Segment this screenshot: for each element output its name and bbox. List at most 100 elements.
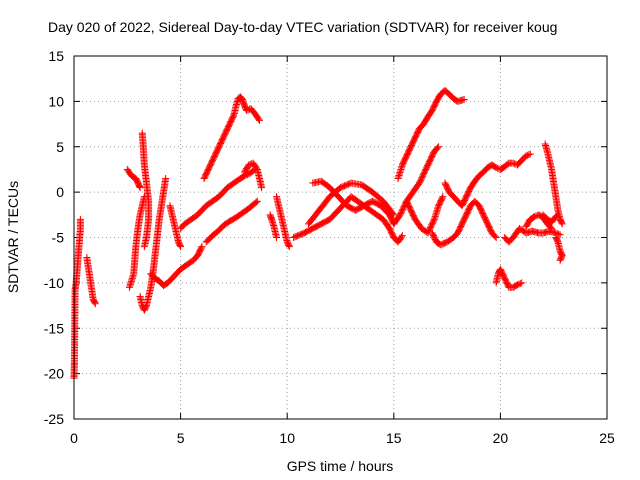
y-tick-label: -5 <box>52 230 65 246</box>
data-series-s13 <box>273 193 293 251</box>
data-point <box>557 255 565 263</box>
data-point <box>198 243 206 251</box>
data-series-s15 <box>290 193 406 246</box>
data-point <box>556 231 564 239</box>
data-series-s3 <box>123 165 144 192</box>
data-point <box>177 243 185 251</box>
y-tick-label: 0 <box>56 184 64 200</box>
data-series-s10 <box>202 197 261 246</box>
data-point <box>91 299 99 307</box>
data-series-s20 <box>403 193 447 237</box>
data-point <box>438 194 446 202</box>
data-point <box>176 241 184 249</box>
data-point <box>136 184 144 192</box>
data-point <box>253 197 261 205</box>
data-point <box>553 230 561 238</box>
x-tick-label: 20 <box>493 430 509 446</box>
y-tick-label: 5 <box>56 139 64 155</box>
data-series-s22 <box>441 150 534 210</box>
x-tick-label: 10 <box>279 430 295 446</box>
data-point <box>515 280 523 288</box>
data-series-s17 <box>309 177 398 228</box>
data-point <box>197 244 205 252</box>
data-points <box>70 86 566 382</box>
data-series-s9 <box>177 165 259 232</box>
x-axis-label: GPS time / hours <box>287 458 394 474</box>
data-point <box>245 161 253 169</box>
data-series-s14 <box>266 211 281 241</box>
data-point <box>555 230 563 238</box>
data-point <box>397 233 405 241</box>
data-point <box>258 184 266 192</box>
data-point <box>513 281 521 289</box>
data-series-s7 <box>147 243 206 290</box>
data-series-s6 <box>138 129 153 251</box>
data-point <box>558 219 566 227</box>
data-point <box>525 151 533 159</box>
x-tick-label: 5 <box>177 430 185 446</box>
data-point <box>522 152 530 160</box>
data-point <box>558 220 566 228</box>
data-point <box>273 234 281 241</box>
data-point <box>492 234 500 241</box>
data-point <box>516 279 524 287</box>
data-point <box>439 193 447 201</box>
data-series-s1 <box>70 215 84 382</box>
data-point <box>91 300 99 308</box>
data-point <box>526 150 534 158</box>
y-tick-label: 10 <box>48 93 64 109</box>
data-point <box>554 211 562 219</box>
data-point <box>491 232 499 240</box>
data-point <box>162 175 170 183</box>
data-point <box>435 143 443 151</box>
data-series-s21 <box>428 197 500 249</box>
data-series-s28 <box>539 211 562 226</box>
data-series-s23 <box>492 265 526 291</box>
data-series-s27 <box>552 234 566 264</box>
data-point <box>140 243 148 251</box>
data-point <box>556 256 564 264</box>
data-point <box>76 215 84 223</box>
data-series-s19 <box>394 86 468 183</box>
data-point <box>553 212 561 220</box>
data-series-s24 <box>501 224 564 246</box>
data-series-s2 <box>83 253 99 308</box>
data-point <box>460 96 468 104</box>
data-point <box>518 279 526 287</box>
data-point <box>255 115 263 123</box>
plot-frame <box>73 55 608 420</box>
y-tick-label: -15 <box>44 320 64 336</box>
data-point <box>523 151 531 159</box>
data-point <box>398 232 406 240</box>
axis-ticks: 0 5 10 15 20 25 -25 -20 -15 -10 -5 0 5 10 15 <box>44 48 615 446</box>
data-point <box>255 116 263 124</box>
x-tick-label: 0 <box>70 430 78 446</box>
y-tick-label: -10 <box>44 275 64 291</box>
data-series-s11 <box>200 93 263 183</box>
data-series-s12 <box>241 159 266 192</box>
data-point <box>430 217 438 225</box>
data-series-s18 <box>390 143 443 228</box>
chart-title: Day 020 of 2022, Sidereal Day-to-day VTE… <box>48 19 557 35</box>
x-tick-label: 25 <box>599 430 615 446</box>
data-point <box>285 241 293 249</box>
y-tick-label: -20 <box>44 366 64 382</box>
y-tick-label: 15 <box>48 48 64 64</box>
data-series-s5 <box>136 175 170 314</box>
data-point <box>531 213 539 221</box>
data-point <box>509 159 517 167</box>
data-point <box>252 198 260 206</box>
x-tick-label: 15 <box>386 430 402 446</box>
data-point <box>434 144 442 152</box>
data-point <box>548 224 556 232</box>
data-series-s8 <box>166 202 185 251</box>
data-series-s4 <box>125 193 148 291</box>
data-point <box>285 243 293 251</box>
data-point <box>492 164 500 172</box>
data-point <box>243 106 251 114</box>
data-point <box>547 223 555 231</box>
y-axis-label: SDTVAR / TECUs <box>5 181 21 293</box>
data-point <box>136 182 144 190</box>
data-series-s16 <box>305 179 398 228</box>
